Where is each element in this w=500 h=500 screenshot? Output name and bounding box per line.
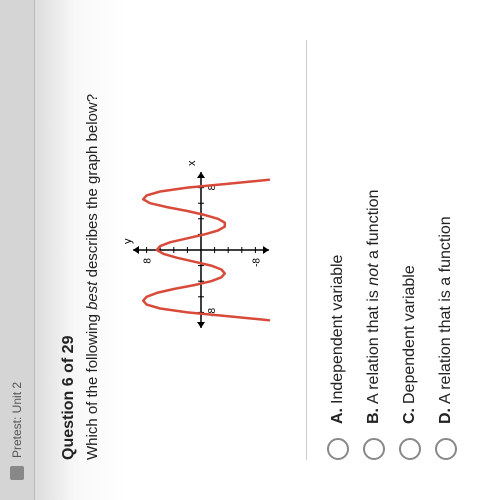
choice-italic: not [365, 263, 382, 285]
choice-c[interactable]: C. Dependent variable [399, 40, 421, 460]
choice-plain: A relation that is [365, 286, 382, 404]
svg-text:y: y [122, 238, 134, 244]
choice-plain: Independent variable [329, 255, 346, 404]
choice-letter: A. [329, 408, 346, 424]
graph-container: 8-88-8xy [121, 40, 281, 460]
answer-choices: A. Independent variable B. A relation that … [327, 40, 457, 460]
tab-label: Pretest: Unit 2 [10, 382, 24, 458]
browser-tab-bar: Pretest: Unit 2 [0, 0, 35, 500]
svg-text:8: 8 [143, 258, 154, 264]
tab-icon [10, 466, 24, 480]
graph-svg: 8-88-8xy [121, 160, 281, 340]
radio-button[interactable] [435, 438, 457, 460]
svg-text:-8: -8 [251, 258, 262, 267]
choice-text: C. Dependent variable [401, 265, 419, 424]
choice-letter: B. [365, 408, 382, 424]
prompt-emphasis: best [84, 282, 101, 310]
question-prompt: Which of the following best describes th… [84, 40, 101, 460]
choice-plain: Dependent variable [401, 265, 418, 404]
choice-plain: A relation that is a function [437, 216, 454, 404]
choice-d[interactable]: D. A relation that is a function [435, 40, 457, 460]
prompt-post: describes the graph below? [84, 94, 101, 282]
question-number: Question 6 of 29 [60, 40, 78, 460]
svg-text:x: x [186, 160, 198, 166]
choice-letter: D. [437, 408, 454, 424]
radio-button[interactable] [363, 438, 385, 460]
radio-button[interactable] [327, 438, 349, 460]
choice-letter: C. [401, 408, 418, 424]
choice-text: B. A relation that is not a function [365, 190, 383, 424]
choice-text: D. A relation that is a function [437, 216, 455, 424]
choice-b[interactable]: B. A relation that is not a function [363, 40, 385, 460]
choice-a[interactable]: A. Independent variable [327, 40, 349, 460]
question-content: Question 6 of 29 Which of the following … [35, 0, 496, 500]
prompt-pre: Which of the following [84, 310, 101, 460]
choice-after: a function [365, 190, 382, 264]
graph: 8-88-8xy [121, 160, 281, 340]
choice-text: A. Independent variable [329, 255, 347, 424]
divider [306, 40, 307, 460]
radio-button[interactable] [399, 438, 421, 460]
